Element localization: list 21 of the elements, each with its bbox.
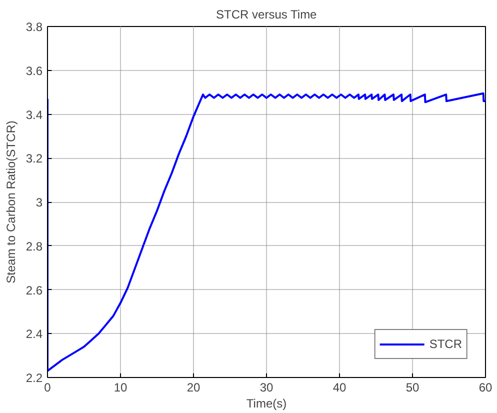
y-tick-label: 2.4	[26, 327, 43, 342]
y-tick-label: 2.2	[26, 371, 43, 385]
x-tick-label: 20	[186, 380, 200, 394]
y-tick-label: 3.4	[26, 108, 43, 122]
line-series	[48, 92, 486, 372]
x-tick-label: 60	[478, 380, 492, 394]
x-tick-label: 50	[406, 380, 420, 394]
x-tick-label: 40	[332, 380, 346, 394]
x-axis-title: Time(s)	[246, 396, 287, 410]
chart-title: STCR versus Time	[216, 8, 318, 22]
y-tick-label: 3.2	[26, 152, 43, 166]
y-tick-label: 2.8	[26, 239, 43, 254]
y-tick-label: 3.8	[26, 20, 43, 34]
x-tick-label: 30	[260, 380, 274, 394]
y-tick-label: 3	[36, 196, 43, 210]
y-axis-title: Steam to Carbon Ratio(STCR)	[4, 120, 18, 284]
legend-label: STCR	[429, 337, 462, 351]
x-tick-label: 10	[114, 380, 128, 394]
x-tick-label: 0	[44, 380, 52, 394]
y-tick-label: 2.6	[26, 283, 43, 298]
y-tick-label: 3.6	[26, 64, 43, 78]
